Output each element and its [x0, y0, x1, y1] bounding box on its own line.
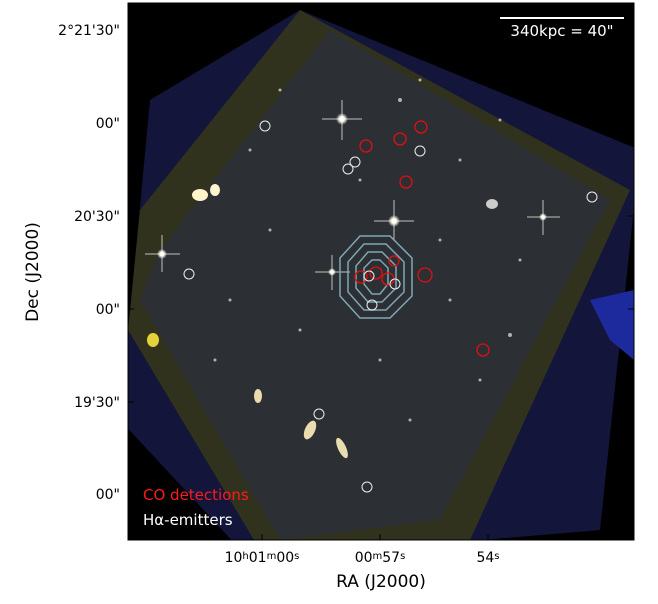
- x-axis-label: RA (J2000): [336, 572, 426, 592]
- x-tick-label-part: 01: [249, 550, 267, 566]
- x-tick-label-part: m: [373, 551, 383, 562]
- x-tick-label-part: s: [400, 551, 405, 562]
- x-tick-label-part: 57: [382, 550, 400, 566]
- legend-co: CO detections: [143, 486, 249, 504]
- y-tick-label: 00": [96, 487, 120, 503]
- y-tick-label: 00": [96, 302, 120, 318]
- y-tick-label: 19'30": [74, 395, 120, 411]
- x-tick-label-part: s: [294, 551, 299, 562]
- sky-image: [128, 3, 634, 540]
- y-axis-label: Dec (J2000): [23, 222, 43, 322]
- x-tick-label-part: s: [494, 551, 499, 562]
- x-tick-label-part: 10: [225, 550, 243, 566]
- x-tick-label: 10h01m00s: [225, 550, 300, 566]
- x-tick-label: 54s: [476, 550, 499, 566]
- y-tick-label: 2°21'30": [58, 23, 120, 39]
- x-tick-label-part: 54: [476, 550, 494, 566]
- y-tick-label: 00": [96, 116, 120, 132]
- x-tick-label-part: h: [242, 551, 248, 562]
- y-tick-label: 20'30": [74, 209, 120, 225]
- x-tick-label-part: 00: [355, 550, 373, 566]
- x-tick-label-part: m: [267, 551, 277, 562]
- x-tick-label: 00m57s: [355, 550, 406, 566]
- scale-bar-label: 340kpc = 40": [510, 22, 613, 40]
- legend-halpha: Hα-emitters: [143, 511, 233, 529]
- x-tick-label-part: 00: [276, 550, 294, 566]
